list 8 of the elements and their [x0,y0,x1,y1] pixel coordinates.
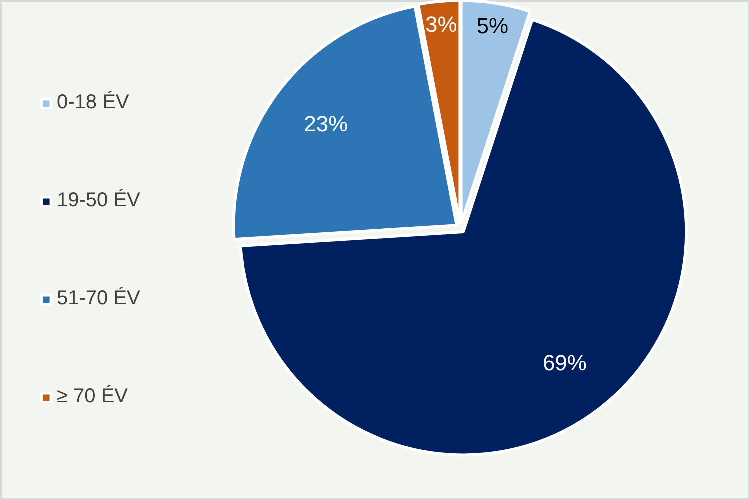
legend-label: 19-50 ÉV [57,190,140,212]
data-label: 3% [425,12,458,38]
legend-label: 51-70 ÉV [57,288,140,310]
data-label: 23% [304,112,348,137]
legend-label: ≥ 70 ÉV [57,386,128,408]
legend-label: 0-18 ÉV [57,92,130,114]
data-label: 5% [476,14,509,39]
data-label: 69% [542,350,587,376]
